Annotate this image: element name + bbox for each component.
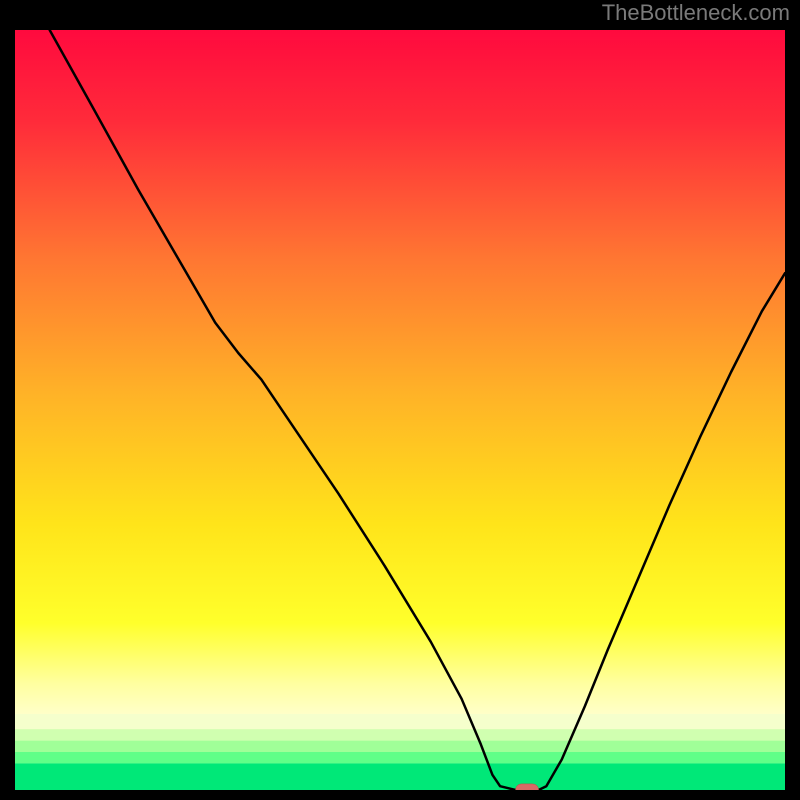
watermark-text: TheBottleneck.com <box>602 0 790 26</box>
chart-band <box>15 714 785 729</box>
chart-band <box>15 729 785 740</box>
chart-svg <box>15 30 785 790</box>
chart-band <box>15 763 785 790</box>
chart-band <box>15 752 785 763</box>
chart-plot-area <box>15 30 785 790</box>
chart-band <box>15 741 785 752</box>
chart-marker <box>516 784 539 790</box>
chart-background-gradient <box>15 30 785 790</box>
